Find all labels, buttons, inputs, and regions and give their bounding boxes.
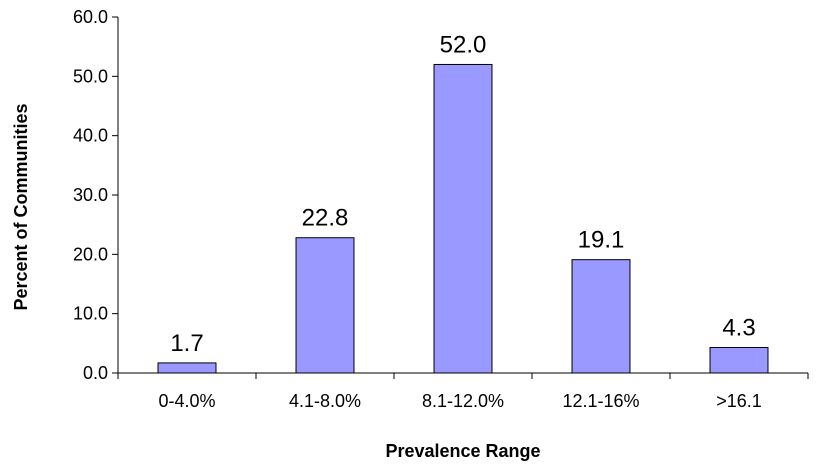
y-tick-label: 30.0 [73, 185, 108, 205]
bar [709, 346, 769, 374]
y-tick-label: 20.0 [73, 244, 108, 264]
data-label: 19.1 [578, 227, 625, 254]
x-axis-title: Prevalence Range [385, 441, 540, 461]
x-tick-label: 0-4.0% [158, 391, 215, 411]
y-axis-title: Percent of Communities [11, 103, 31, 310]
x-tick-label: >16.1 [716, 391, 762, 411]
y-ticks: 0.0 10.0 20.0 30.0 40.0 50.0 60.0 [73, 7, 118, 383]
y-tick-label: 10.0 [73, 304, 108, 324]
bar [433, 63, 493, 374]
bar [571, 259, 631, 374]
y-tick-label: 40.0 [73, 126, 108, 146]
x-ticks: 0-4.0% 4.1-8.0% 8.1-12.0% 12.1-16% >16.1 [117, 373, 809, 411]
x-tick-label: 4.1-8.0% [289, 391, 361, 411]
y-tick-label: 50.0 [73, 66, 108, 86]
data-labels: 1.7 22.8 52.0 19.1 4.3 [170, 31, 755, 356]
bars [157, 63, 769, 374]
x-tick-label: 8.1-12.0% [422, 391, 504, 411]
data-label: 52.0 [440, 31, 487, 58]
y-tick-label: 60.0 [73, 7, 108, 27]
y-tick-label: 0.0 [83, 363, 108, 383]
x-tick-label: 12.1-16% [562, 391, 639, 411]
data-label: 22.8 [302, 205, 349, 232]
data-label: 1.7 [170, 330, 203, 357]
bar [157, 362, 217, 374]
bar [295, 237, 355, 374]
data-label: 4.3 [722, 314, 755, 341]
